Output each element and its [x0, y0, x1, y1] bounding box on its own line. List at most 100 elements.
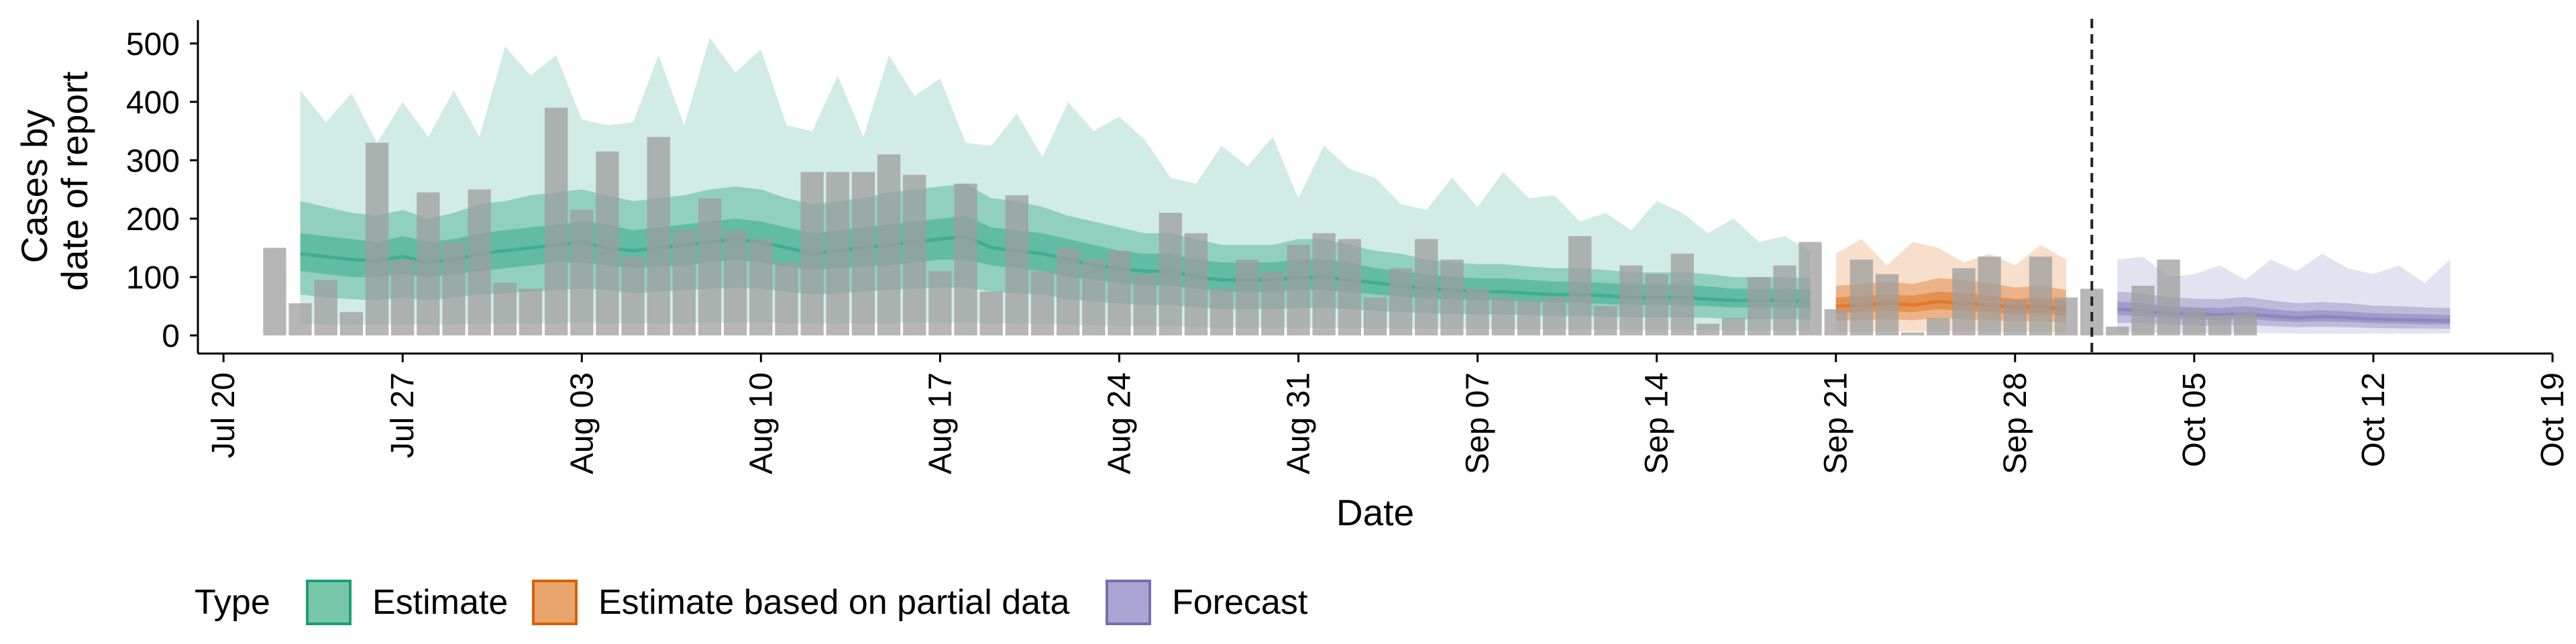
bar — [2208, 315, 2232, 335]
bar — [800, 172, 824, 335]
bar — [672, 230, 696, 335]
y-tick-label: 100 — [126, 260, 180, 296]
x-tick-label: Oct 05 — [2177, 372, 2212, 467]
bar — [1312, 233, 1336, 335]
bar — [826, 172, 849, 335]
axes — [197, 20, 2553, 355]
bar — [1389, 268, 1413, 335]
bar — [749, 239, 773, 335]
bar — [545, 107, 568, 335]
bar — [1670, 254, 1694, 335]
legend-label-estimate: Estimate — [372, 583, 508, 622]
bar — [365, 142, 389, 336]
bar — [314, 280, 337, 335]
bar — [2157, 259, 2180, 335]
bar — [2131, 286, 2155, 335]
bar — [2234, 312, 2257, 335]
x-tick-label: Jul 20 — [206, 372, 241, 458]
bar — [2029, 256, 2053, 335]
x-tick-label: Sep 28 — [1998, 372, 2033, 474]
bar — [339, 312, 363, 335]
y-axis-title-line-1: Cases by — [13, 109, 55, 264]
bar — [1491, 297, 1515, 335]
bar — [1287, 245, 1310, 335]
legend-label-estimate-based-on-partial-data: Estimate based on partial data — [598, 583, 1070, 622]
bar — [493, 282, 517, 335]
x-tick-label: Oct 19 — [2535, 372, 2571, 467]
bar — [1927, 317, 1950, 335]
bar — [1133, 274, 1157, 335]
x-axis-title: Date — [1336, 492, 1414, 533]
legend: Type Estimate Estimate based on partial d… — [195, 580, 1308, 625]
bar — [1466, 288, 1489, 335]
x-ticks: Jul 20 Jul 27 Aug 03 Aug 10 Aug 17 Aug 24 Aug … — [206, 354, 2571, 474]
x-tick-label: Sep 21 — [1819, 372, 1854, 474]
bar — [1440, 259, 1464, 335]
bar — [519, 288, 543, 335]
bar — [263, 248, 286, 335]
bar — [954, 183, 977, 335]
legend-title: Type — [195, 583, 270, 622]
y-axis-title-line-2: date of report — [54, 71, 95, 290]
bar — [391, 259, 415, 335]
x-tick-label: Sep 14 — [1640, 372, 1675, 474]
bar — [1082, 259, 1106, 335]
bar — [1568, 236, 1592, 335]
bar — [1159, 213, 1182, 335]
bar — [698, 198, 722, 335]
bar — [724, 230, 747, 335]
bar — [903, 174, 926, 335]
bar — [1901, 332, 1925, 335]
bar — [621, 256, 645, 335]
bar — [1542, 297, 1566, 335]
bar — [1030, 271, 1055, 335]
bar — [928, 271, 952, 335]
x-tick-label: Oct 12 — [2356, 372, 2392, 467]
bar — [1184, 233, 1208, 335]
bar — [1722, 317, 1746, 335]
bar — [647, 137, 670, 335]
bar — [1236, 259, 1259, 335]
bar — [1824, 309, 1847, 335]
bar — [1849, 259, 1873, 335]
x-tick-label: Sep 07 — [1460, 372, 1496, 474]
legend-swatch-estimate — [306, 580, 352, 625]
median-line-estimate-based-on-partial-data — [1835, 299, 2067, 311]
y-tick-label: 0 — [162, 319, 180, 354]
bar — [979, 291, 1003, 335]
bar — [2106, 326, 2129, 335]
legend-label-forecast: Forecast — [1172, 583, 1308, 622]
bar — [851, 172, 875, 335]
y-tick-label: 500 — [126, 27, 180, 62]
bar — [775, 262, 798, 335]
bar — [1696, 323, 1720, 335]
bar — [1005, 195, 1028, 335]
bar — [1363, 297, 1387, 335]
bar — [1773, 265, 1796, 335]
bar — [1645, 274, 1668, 335]
x-tick-label: Aug 31 — [1281, 372, 1317, 474]
bar — [1748, 277, 1771, 335]
bar — [1978, 256, 2001, 335]
bar — [877, 154, 901, 335]
reported-cases-bars — [263, 107, 2257, 336]
bar — [1210, 288, 1234, 335]
x-tick-label: Aug 24 — [1102, 372, 1138, 474]
bar — [1875, 274, 1899, 335]
y-tick-label: 200 — [126, 202, 180, 237]
legend-swatch-forecast — [1106, 580, 1151, 625]
bar — [1619, 265, 1643, 335]
legend-swatch-estimate-based-on-partial-data — [532, 580, 578, 625]
bar — [1594, 306, 1617, 335]
bar — [2003, 300, 2027, 335]
bar — [1415, 239, 1438, 335]
bar — [417, 192, 440, 335]
bar — [1261, 271, 1285, 335]
bar — [1108, 250, 1131, 335]
bar — [468, 189, 491, 335]
bar — [288, 303, 312, 335]
bar — [1799, 241, 1822, 335]
bar — [1952, 268, 1976, 335]
bar — [1517, 300, 1540, 335]
